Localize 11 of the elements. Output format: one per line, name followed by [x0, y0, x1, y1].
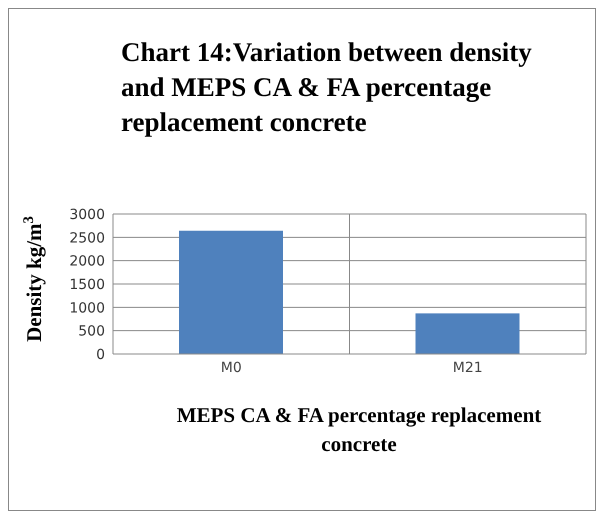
x-tick-label: M0: [220, 360, 242, 376]
y-tick-label: 2500: [69, 230, 105, 246]
y-tick-label: 0: [96, 346, 105, 363]
y-tick-label: 1500: [69, 276, 105, 293]
chart-title: Chart 14:Variation between density and MEPS CA & FA percentage replacement concrete: [121, 36, 533, 139]
y-tick-label: 2000: [69, 254, 105, 270]
x-tick-label: M21: [452, 360, 483, 376]
y-tick-label: 500: [78, 324, 105, 340]
x-axis-title: MEPS CA & FA percentage replacement concrete: [176, 402, 542, 458]
y-tick-label: 1000: [69, 300, 105, 316]
y-tick-label: 3000: [69, 206, 105, 223]
